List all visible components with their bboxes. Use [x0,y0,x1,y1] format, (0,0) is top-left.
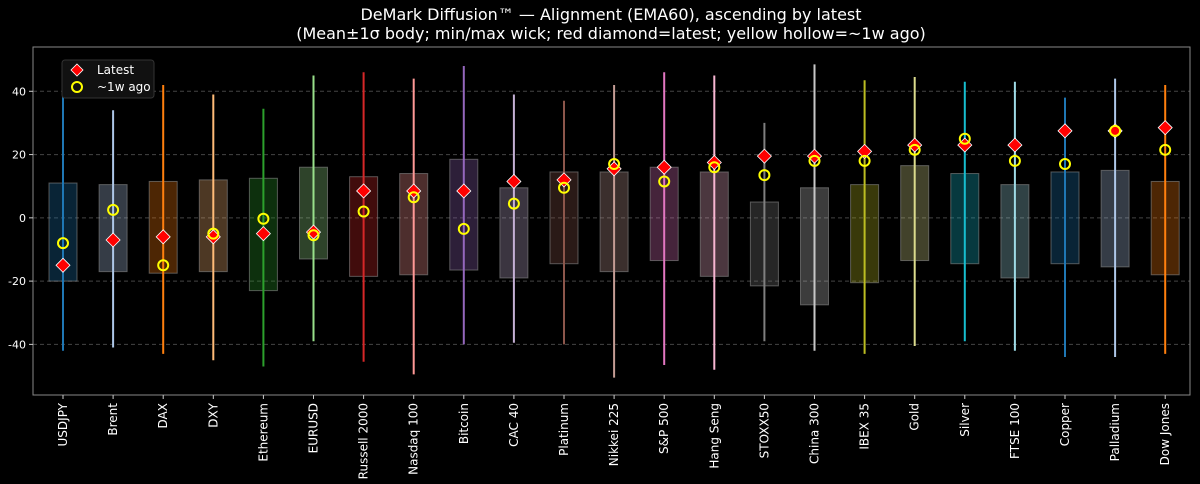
series-copper [1050,97,1080,358]
week-ago-marker [1008,154,1021,167]
week-ago-marker [758,169,771,182]
latest-marker [55,257,71,273]
latest-marker [155,229,171,245]
x-tick-label: Copper [1058,403,1072,446]
x-tick-label: DXY [206,402,220,427]
x-tick-label: CAC 40 [507,403,521,447]
latest-marker [857,143,873,159]
series-nasdaq-100 [399,78,429,375]
x-tick-label: Russell 2000 [357,403,371,479]
x-tick-label: Silver [958,403,972,437]
week-ago-marker [808,154,821,167]
week-ago-marker [57,237,69,250]
latest-marker [1057,123,1073,139]
week-ago-marker [107,203,120,216]
chart-subtitle: (Mean±1σ body; min/max wick; red diamond… [296,24,926,43]
week-ago-marker [257,212,270,225]
week-ago-marker [1059,158,1071,171]
week-ago-marker [558,181,570,194]
series-bitcoin [449,65,479,345]
week-ago-marker [708,161,721,174]
week-ago-marker [507,197,520,210]
series-russell-2000 [349,72,379,362]
week-ago-marker [908,143,921,156]
series-palladium [1100,78,1130,358]
x-tick-label: USDJPY [56,402,70,446]
week-ago-marker [307,229,320,242]
x-tick-label: Platinum [557,403,571,456]
series-gold [900,77,930,346]
week-ago-marker [858,154,871,167]
latest-marker [305,224,322,240]
x-tick-label: Palladium [1108,403,1122,461]
legend: Latest ~1w ago [61,59,155,99]
series-dow-jones [1150,84,1180,354]
y-tick-label: -40 [8,338,26,351]
x-tick-label: Nasdaq 100 [407,403,421,475]
series-stoxx50 [749,122,779,342]
x-tick-label: Bitcoin [457,403,471,444]
series-usdjpy [48,78,78,351]
y-tick-label: 20 [12,149,26,162]
plot-frame [32,46,1191,396]
week-ago-marker [608,158,621,171]
x-tick-label: S&P 500 [657,403,671,454]
y-tick-label: 0 [19,212,26,225]
legend-week-ago-marker [71,81,83,93]
week-ago-marker [958,132,971,145]
x-tick-label: Brent [106,403,120,436]
series-ethereum [248,108,278,367]
latest-marker [456,183,472,199]
y-tick-label: 40 [12,85,26,98]
x-tick-label: Hang Seng [707,403,721,469]
series-s-p-500 [649,72,679,365]
latest-marker [255,226,271,242]
series-ibex-35 [850,80,880,354]
x-tick-label: FTSE 100 [1008,403,1022,459]
x-tick-label: Dow Jones [1158,403,1172,465]
series-china-300 [800,64,829,351]
week-ago-marker [658,175,671,188]
series-dxy [198,94,228,361]
x-tick-label: Ethereum [256,403,270,462]
latest-marker [656,159,672,175]
week-ago-marker [457,222,470,235]
latest-marker [506,173,522,190]
series-nikkei-225 [599,84,629,378]
latest-marker [556,172,572,188]
series-platinum [549,100,579,345]
week-ago-marker [157,259,170,272]
legend-box [61,59,155,99]
x-tick-label: STOXX50 [757,403,771,458]
series-brent [98,110,128,348]
series-cac-40 [499,94,529,343]
week-ago-marker [1109,124,1122,137]
chart-title: DeMark Diffusion™ — Alignment (EMA60), a… [360,5,861,24]
x-tick-label: IBEX 35 [858,403,872,450]
week-ago-marker [1159,143,1172,156]
y-tick-label: -20 [8,275,26,288]
latest-marker [105,232,121,248]
series-dax [148,84,178,354]
latest-marker [1007,137,1023,153]
x-tick-label: China 300 [808,403,822,464]
x-tick-label: EURUSD [307,403,321,453]
legend-latest-marker [70,63,84,77]
x-tick-label: Gold [908,403,922,431]
latest-marker [756,148,772,164]
legend-latest-label: Latest [97,63,134,77]
series-eurusd [299,75,328,342]
week-ago-marker [357,205,370,218]
latest-marker [1157,120,1173,136]
series-hang-seng [699,75,729,370]
week-ago-marker [407,191,420,204]
series-silver [950,81,980,342]
x-tick-label: DAX [156,403,170,428]
x-tick-label: Nikkei 225 [607,403,621,466]
legend-week-ago-label: ~1w ago [97,80,151,94]
week-ago-marker [207,227,220,240]
latest-marker [356,183,372,199]
series-ftse-100 [1000,81,1030,351]
